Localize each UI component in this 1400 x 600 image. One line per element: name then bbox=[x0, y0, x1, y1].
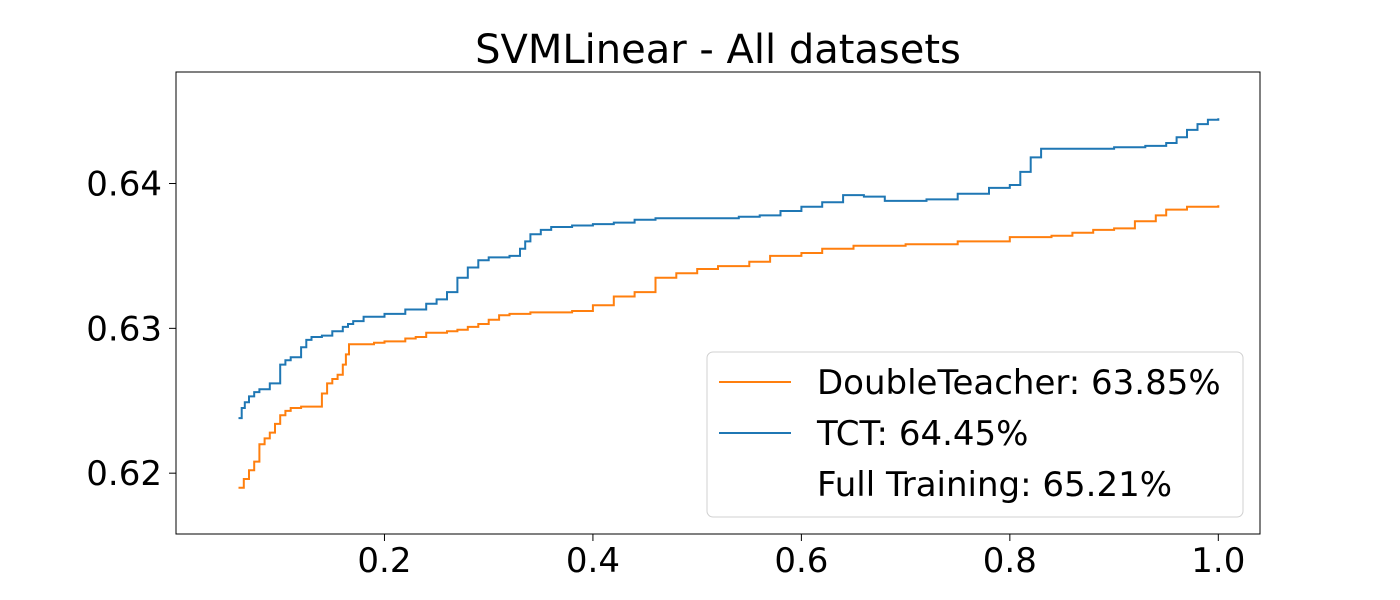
chart-title: SVMLinear - All datasets bbox=[475, 27, 961, 73]
series-line-tct bbox=[238, 118, 1220, 420]
y-tick-label: 0.64 bbox=[86, 165, 162, 205]
axes-frame bbox=[175, 71, 1261, 535]
x-tick-label: 1.0 bbox=[1191, 541, 1245, 581]
y-tick-label: 0.62 bbox=[86, 454, 162, 494]
y-tick-label: 0.63 bbox=[86, 309, 162, 349]
legend-label: DoubleTeacher: 63.85% bbox=[817, 363, 1221, 403]
x-tick-label: 0.6 bbox=[774, 541, 828, 581]
legend-label: TCT: 64.45% bbox=[816, 414, 1028, 454]
plot-area bbox=[238, 118, 1220, 489]
x-tick-label: 0.2 bbox=[357, 541, 411, 581]
axes: 0.2 0.4 0.6 0.8 1.0 0.62 0.63 0.64 bbox=[86, 71, 1261, 581]
legend-label: Full Training: 65.21% bbox=[817, 465, 1172, 505]
legend: DoubleTeacher: 63.85% TCT: 64.45% Full Tra… bbox=[706, 351, 1244, 518]
series-line-doubleteacher bbox=[238, 205, 1220, 489]
x-tick-label: 0.4 bbox=[566, 541, 620, 581]
x-tick-label: 0.8 bbox=[983, 541, 1037, 581]
legend-box bbox=[706, 351, 1244, 518]
